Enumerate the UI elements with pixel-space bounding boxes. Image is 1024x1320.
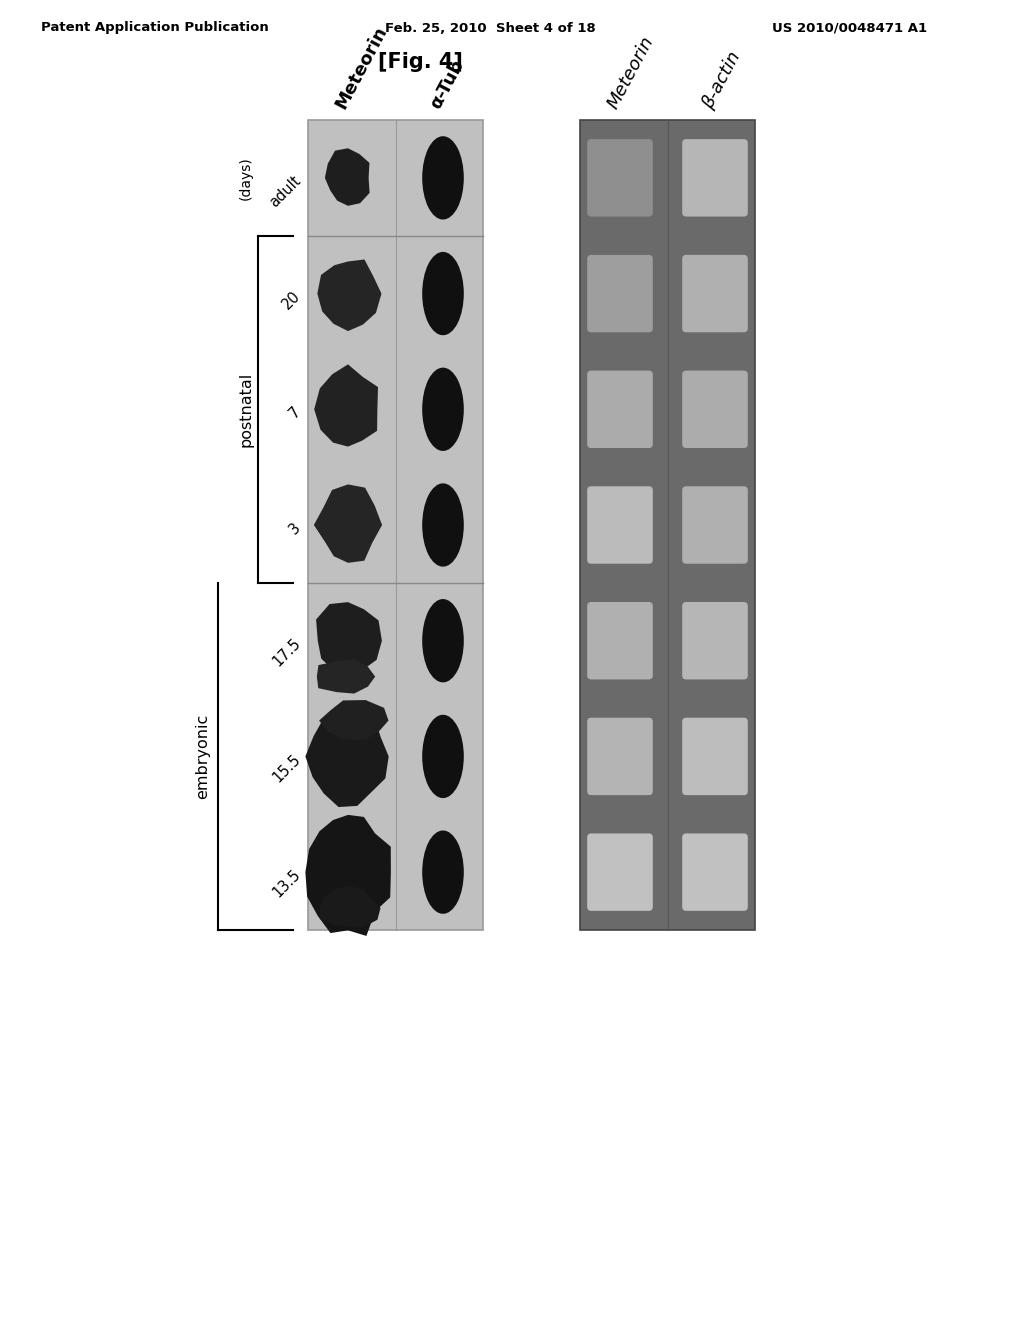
Polygon shape xyxy=(305,708,389,807)
FancyBboxPatch shape xyxy=(587,602,653,680)
Text: β-actin: β-actin xyxy=(699,49,744,112)
Text: adult: adult xyxy=(266,173,303,210)
FancyBboxPatch shape xyxy=(682,255,748,333)
Text: embryonic: embryonic xyxy=(196,714,211,799)
Ellipse shape xyxy=(422,136,464,219)
FancyBboxPatch shape xyxy=(682,718,748,795)
FancyBboxPatch shape xyxy=(587,139,653,216)
Text: (days): (days) xyxy=(239,156,253,199)
FancyBboxPatch shape xyxy=(682,371,748,447)
Text: Meteorin: Meteorin xyxy=(604,33,657,112)
Text: [Fig. 4]: [Fig. 4] xyxy=(378,51,463,73)
Polygon shape xyxy=(314,484,382,562)
Polygon shape xyxy=(316,602,382,678)
Bar xyxy=(580,120,755,931)
FancyBboxPatch shape xyxy=(682,833,748,911)
Polygon shape xyxy=(325,148,370,206)
Ellipse shape xyxy=(422,599,464,682)
Polygon shape xyxy=(314,364,378,446)
Polygon shape xyxy=(305,814,391,936)
Polygon shape xyxy=(319,886,381,927)
Ellipse shape xyxy=(422,714,464,799)
Text: 20: 20 xyxy=(280,288,303,312)
Polygon shape xyxy=(317,260,382,331)
Ellipse shape xyxy=(422,830,464,913)
Text: US 2010/0048471 A1: US 2010/0048471 A1 xyxy=(772,21,928,34)
Text: α-Tub: α-Tub xyxy=(427,57,468,112)
Bar xyxy=(308,120,483,931)
FancyBboxPatch shape xyxy=(587,371,653,447)
FancyBboxPatch shape xyxy=(682,139,748,216)
FancyBboxPatch shape xyxy=(587,255,653,333)
Ellipse shape xyxy=(422,368,464,451)
Polygon shape xyxy=(316,659,375,693)
Text: 15.5: 15.5 xyxy=(269,751,303,784)
FancyBboxPatch shape xyxy=(682,602,748,680)
Text: Meteorin: Meteorin xyxy=(332,24,391,112)
FancyBboxPatch shape xyxy=(587,486,653,564)
Text: postnatal: postnatal xyxy=(239,372,254,447)
FancyBboxPatch shape xyxy=(587,718,653,795)
Text: 17.5: 17.5 xyxy=(269,635,303,669)
Polygon shape xyxy=(319,700,388,741)
FancyBboxPatch shape xyxy=(682,486,748,564)
Ellipse shape xyxy=(422,252,464,335)
Ellipse shape xyxy=(422,483,464,566)
Text: 13.5: 13.5 xyxy=(269,867,303,900)
FancyBboxPatch shape xyxy=(587,833,653,911)
Text: 7: 7 xyxy=(286,404,303,421)
Text: 3: 3 xyxy=(287,520,303,537)
Text: Feb. 25, 2010  Sheet 4 of 18: Feb. 25, 2010 Sheet 4 of 18 xyxy=(385,21,595,34)
Text: Patent Application Publication: Patent Application Publication xyxy=(41,21,269,34)
